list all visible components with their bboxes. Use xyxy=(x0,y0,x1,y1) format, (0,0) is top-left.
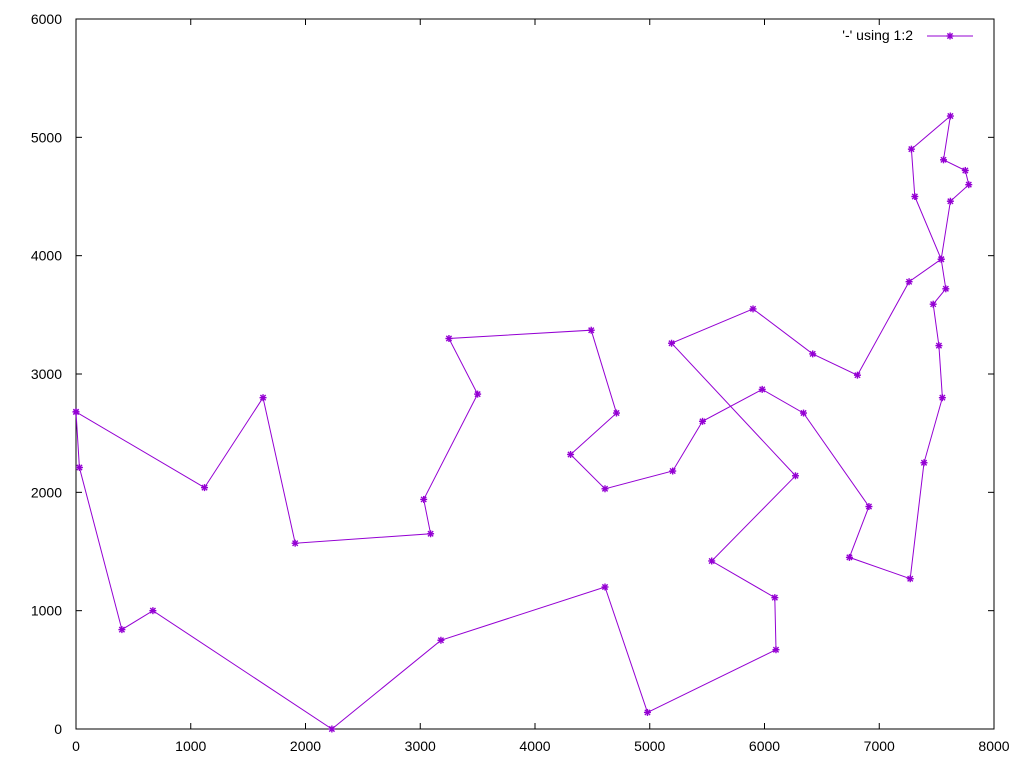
data-point xyxy=(669,467,677,475)
data-point xyxy=(643,708,651,716)
data-point xyxy=(935,342,943,350)
series-line xyxy=(75,114,970,730)
data-point xyxy=(800,409,808,417)
x-tick-label: 0 xyxy=(72,738,80,754)
x-tick-label: 2000 xyxy=(290,738,321,754)
data-point xyxy=(845,553,853,561)
data-point xyxy=(291,539,299,547)
data-point xyxy=(612,409,620,417)
y-tick-label: 4000 xyxy=(31,248,62,264)
data-point xyxy=(699,417,707,425)
data-point xyxy=(906,575,914,583)
data-point xyxy=(149,607,157,615)
data-point xyxy=(771,594,779,602)
data-point xyxy=(942,285,950,293)
x-tick-label: 5000 xyxy=(634,738,665,754)
x-tick-label: 8000 xyxy=(978,738,1009,754)
data-point xyxy=(587,326,595,334)
data-point xyxy=(601,485,609,493)
data-point xyxy=(201,484,209,492)
data-point xyxy=(940,156,948,164)
data-point xyxy=(437,636,445,644)
legend-marker-icon xyxy=(946,32,954,40)
y-tick-label: 6000 xyxy=(31,11,62,27)
data-point xyxy=(259,394,267,402)
x-tick-label: 4000 xyxy=(519,738,550,754)
data-point xyxy=(920,459,928,467)
data-point xyxy=(965,181,973,189)
x-tick-label: 7000 xyxy=(864,738,895,754)
data-point xyxy=(328,725,336,733)
y-tick-label: 3000 xyxy=(31,366,62,382)
legend-label: '-' using 1:2 xyxy=(842,27,913,43)
data-point xyxy=(809,350,817,358)
data-point xyxy=(911,193,919,200)
data-point xyxy=(601,583,609,591)
data-point xyxy=(72,408,80,416)
data-point xyxy=(75,463,83,471)
x-tick-label: 1000 xyxy=(175,738,206,754)
data-point xyxy=(907,145,915,153)
axes: 0 1000 2000 3000 4000 5000 6000 7000 8000 0 1000 20… xyxy=(31,11,1010,754)
data-point xyxy=(938,394,946,402)
y-tick-label: 2000 xyxy=(31,484,62,500)
data-point xyxy=(905,278,913,286)
data-point xyxy=(427,530,435,538)
data-point xyxy=(937,255,945,263)
data-point xyxy=(668,339,676,347)
x-tick-label: 6000 xyxy=(749,738,780,754)
data-point xyxy=(946,112,954,120)
data-point xyxy=(865,503,873,511)
data-point xyxy=(474,390,482,398)
data-point xyxy=(567,450,575,458)
legend: '-' using 1:2 xyxy=(842,27,973,43)
data-point xyxy=(749,305,757,313)
y-tick-label: 5000 xyxy=(31,129,62,145)
data-point xyxy=(758,385,766,393)
data-point xyxy=(946,197,954,205)
x-tick-label: 3000 xyxy=(405,738,436,754)
data-point xyxy=(445,335,453,342)
data-point xyxy=(772,646,780,654)
data-point xyxy=(961,166,969,174)
data-point xyxy=(853,371,861,379)
y-tick-label: 0 xyxy=(54,721,62,737)
data-point xyxy=(420,495,428,503)
data-point xyxy=(929,300,937,308)
data-point xyxy=(708,557,716,565)
series-line-group xyxy=(72,112,973,733)
y-tick-label: 1000 xyxy=(31,603,62,619)
data-point xyxy=(791,472,799,480)
data-point xyxy=(118,626,126,634)
